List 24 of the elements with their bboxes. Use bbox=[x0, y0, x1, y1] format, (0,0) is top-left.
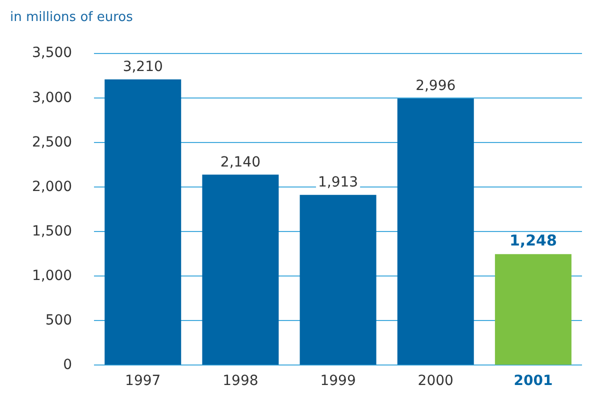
y-tick-label: 500 bbox=[45, 312, 72, 328]
y-tick-label: 3,000 bbox=[32, 90, 72, 106]
y-tick-label: 3,500 bbox=[32, 45, 72, 62]
y-tick-label: 1,000 bbox=[32, 268, 72, 284]
x-tick-label: 1999 bbox=[320, 373, 356, 390]
data-label: 3,210 bbox=[122, 59, 163, 76]
y-tick-label: 2,000 bbox=[32, 178, 72, 195]
y-axis-title: in millions of euros bbox=[10, 10, 134, 26]
x-tick-label: 2001 bbox=[514, 373, 553, 390]
data-label: 1,248 bbox=[509, 231, 557, 250]
bar bbox=[300, 194, 376, 365]
data-label: 2,140 bbox=[220, 154, 260, 170]
bar bbox=[202, 174, 279, 365]
y-tick-label: 1,500 bbox=[32, 223, 72, 240]
bar bbox=[494, 254, 572, 365]
x-tick-label: 1997 bbox=[125, 373, 161, 390]
data-label: 1,913 bbox=[318, 174, 358, 191]
bar bbox=[104, 79, 182, 365]
x-tick-label: 2000 bbox=[418, 373, 454, 390]
y-tick-label: 2,500 bbox=[32, 134, 72, 150]
y-tick-label: 0 bbox=[63, 356, 72, 373]
x-tick-label: 1998 bbox=[222, 373, 258, 390]
bar bbox=[397, 98, 474, 365]
data-label: 2,996 bbox=[416, 78, 456, 94]
